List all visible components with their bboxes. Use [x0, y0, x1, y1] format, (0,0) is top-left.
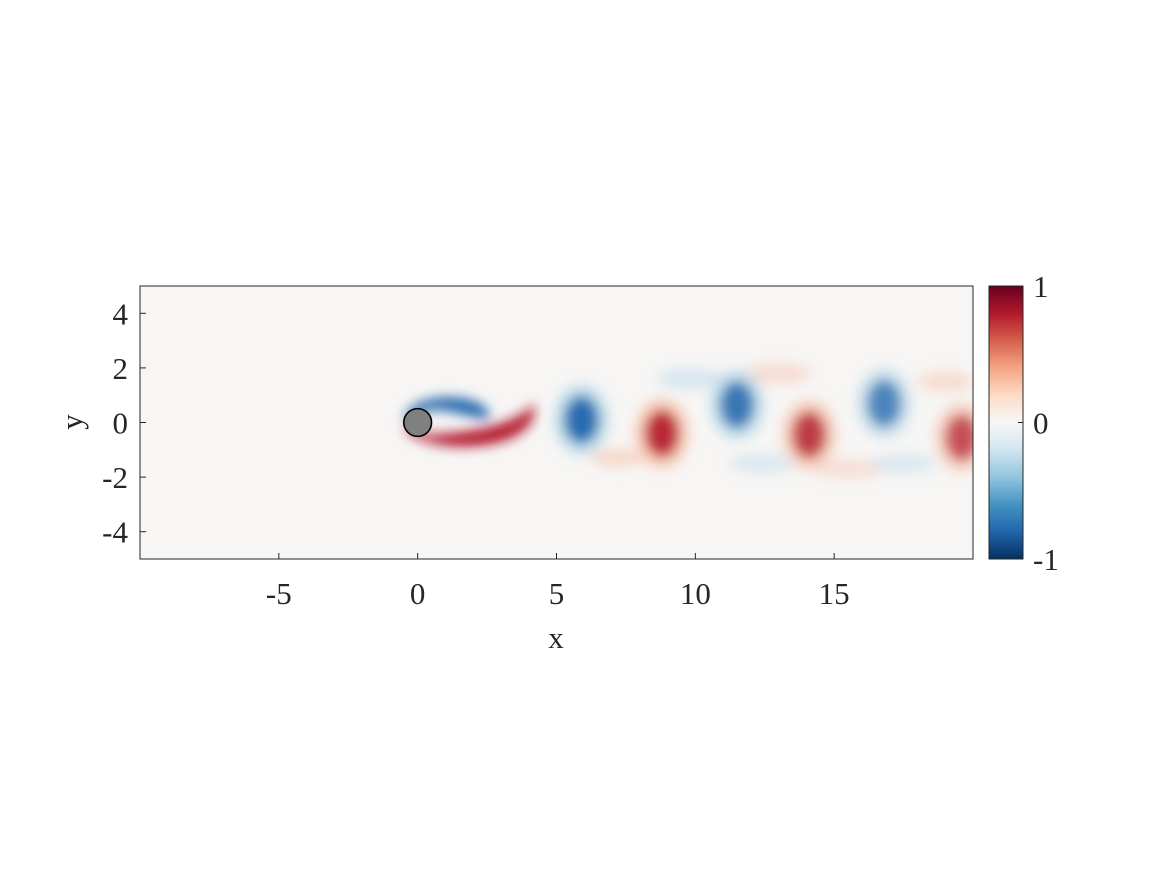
colorbar-tick-label: -1 [1033, 542, 1059, 577]
vortex-wisp [814, 457, 882, 480]
vortex-wisp [870, 452, 937, 475]
y-tick-label: 0 [113, 406, 129, 441]
vortex-wisp [728, 452, 796, 475]
cylinder [402, 407, 433, 438]
vortex-wisp [917, 370, 973, 393]
y-tick-label: -4 [102, 515, 128, 550]
vortex-core [645, 410, 679, 457]
colorbar-ticks: 1 0 -1 [1018, 269, 1059, 577]
vorticity-field [403, 362, 973, 480]
colorbar-gradient [988, 285, 1024, 560]
x-tick-label: 0 [410, 576, 426, 611]
vortex-group [403, 362, 973, 480]
colorbar-tick-label: 1 [1033, 269, 1049, 304]
y-tick-label: 4 [113, 296, 129, 331]
y-tick-label: -2 [102, 460, 128, 495]
y-axis-label: y [54, 414, 89, 430]
x-axis: -5 0 5 10 15 [266, 553, 850, 611]
vortex-core [720, 381, 754, 428]
vortex-wisp [656, 367, 724, 390]
shear-layer-upper [403, 397, 490, 422]
x-tick-label: 15 [819, 576, 850, 611]
vortex-core [792, 411, 826, 458]
plot-area [139, 285, 974, 560]
x-axis-label: x [548, 620, 564, 655]
x-tick-label: 5 [549, 576, 565, 611]
x-tick-label: 10 [680, 576, 711, 611]
y-tick-label: 2 [113, 351, 129, 386]
colorbar: 1 0 -1 [988, 269, 1059, 577]
vortex-core [564, 396, 599, 443]
vortex-wisp [589, 448, 646, 468]
x-tick-label: -5 [266, 576, 292, 611]
colorbar-tick-label: 0 [1033, 406, 1049, 441]
shear-layer-lower [403, 403, 535, 447]
vortex-core [867, 380, 901, 427]
y-axis: 4 2 0 -2 -4 [102, 296, 146, 550]
vortex-wisp [745, 362, 812, 385]
vortex-core [945, 414, 973, 461]
